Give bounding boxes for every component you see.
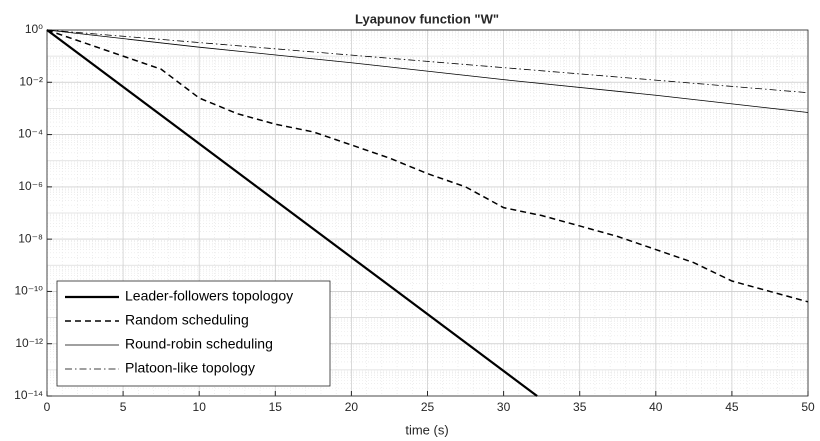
x-tick-label: 30: [497, 400, 511, 414]
legend-label: Platoon-like topology: [125, 360, 255, 376]
x-tick-label: 50: [801, 400, 815, 414]
x-tick-label: 20: [345, 400, 359, 414]
y-tick-label: 10⁻⁸: [18, 231, 43, 245]
x-tick-label: 35: [573, 400, 587, 414]
x-tick-label: 15: [269, 400, 283, 414]
y-tick-label: 10⁻¹⁰: [15, 284, 44, 298]
x-tick-label: 25: [421, 400, 435, 414]
series-line: [46, 29, 809, 113]
series-line: [46, 29, 809, 94]
y-tick-label: 10⁻⁶: [18, 179, 43, 193]
x-tick-label: 0: [44, 400, 51, 414]
x-tick-label: 5: [120, 400, 127, 414]
legend-label: Random scheduling: [125, 312, 249, 328]
y-tick-label: 10⁻⁴: [18, 127, 43, 141]
x-axis-label: time (s): [405, 422, 448, 437]
legend-box: [56, 280, 331, 387]
y-tick-label: 10⁻¹⁴: [14, 388, 43, 402]
series-line: [46, 29, 538, 397]
y-tick-label: 10⁻²: [19, 74, 43, 88]
chart-title: Lyapunov function "W": [355, 11, 499, 26]
x-tick-label: 40: [649, 400, 663, 414]
y-tick-label: 10⁻¹²: [15, 336, 43, 350]
legend-label: Round-robin scheduling: [125, 336, 273, 352]
x-tick-label: 10: [193, 400, 207, 414]
y-tick-label: 10⁰: [25, 22, 43, 36]
plot-frame: [46, 29, 809, 397]
x-tick-label: 45: [725, 400, 739, 414]
legend-label: Leader-followers topologoy: [125, 288, 293, 304]
